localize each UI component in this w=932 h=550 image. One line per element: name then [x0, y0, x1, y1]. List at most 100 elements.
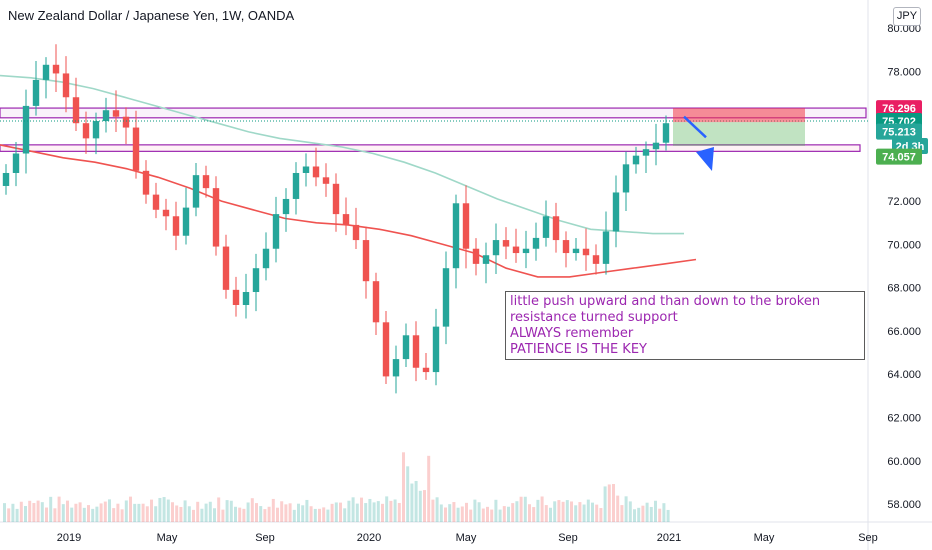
- candle-body[interactable]: [552, 216, 560, 241]
- candle-body[interactable]: [212, 188, 220, 247]
- candle-body[interactable]: [602, 231, 610, 264]
- candle-body[interactable]: [512, 246, 520, 254]
- candle-body[interactable]: [102, 110, 110, 122]
- price-label[interactable]: 74.057: [882, 152, 916, 164]
- candle-body[interactable]: [242, 292, 250, 305]
- candle-body[interactable]: [292, 172, 300, 199]
- candle-body[interactable]: [392, 359, 400, 377]
- candle-body[interactable]: [442, 268, 450, 327]
- volume-bar: [452, 502, 456, 522]
- volume-bar: [24, 506, 27, 522]
- candle-body[interactable]: [32, 79, 40, 106]
- candle-body[interactable]: [192, 175, 200, 208]
- candle-body[interactable]: [152, 194, 160, 210]
- projection-arrow[interactable]: [683, 115, 707, 139]
- volume-bar: [418, 490, 422, 522]
- y-tick-label: 66.000: [887, 326, 921, 338]
- volume-bar: [200, 508, 204, 522]
- candle-body[interactable]: [312, 166, 320, 178]
- volume-bar: [318, 508, 321, 522]
- candle-body[interactable]: [72, 97, 80, 124]
- candle-body[interactable]: [352, 224, 360, 241]
- candle-body[interactable]: [622, 164, 630, 193]
- candle-body[interactable]: [362, 240, 370, 282]
- candle-body[interactable]: [522, 248, 530, 254]
- candle-body[interactable]: [472, 248, 480, 264]
- volume-bar: [284, 504, 288, 522]
- candle-body[interactable]: [222, 246, 230, 290]
- candle-body[interactable]: [142, 170, 150, 195]
- volume-bar: [498, 509, 502, 522]
- candle-body[interactable]: [482, 255, 490, 264]
- annotation-box[interactable]: little push upward and than down to the …: [505, 291, 865, 360]
- candle-body[interactable]: [62, 73, 70, 98]
- candle-body[interactable]: [202, 175, 210, 189]
- candle-body[interactable]: [582, 248, 590, 256]
- candle-body[interactable]: [632, 155, 640, 165]
- candle-body[interactable]: [162, 209, 170, 217]
- volume-bar: [574, 505, 578, 522]
- candle-body[interactable]: [22, 105, 30, 154]
- volume-bar: [288, 503, 292, 522]
- candle-body[interactable]: [402, 335, 410, 360]
- volume-bar: [662, 503, 666, 522]
- stop-loss-zone[interactable]: [673, 108, 805, 123]
- volume-bar: [103, 501, 107, 522]
- candle-body[interactable]: [532, 237, 540, 249]
- candle-body[interactable]: [492, 240, 500, 256]
- candle-body[interactable]: [502, 240, 510, 247]
- candle-body[interactable]: [232, 289, 240, 305]
- annotation-line: resistance turned support: [510, 310, 678, 325]
- take-profit-zone[interactable]: [673, 122, 805, 146]
- candle-body[interactable]: [132, 127, 140, 171]
- candle-body[interactable]: [2, 172, 10, 186]
- candle-body[interactable]: [662, 123, 670, 143]
- candle-body[interactable]: [82, 123, 90, 139]
- resistance-zone[interactable]: [0, 107, 867, 119]
- price-label[interactable]: 76.296: [882, 103, 916, 115]
- volume-bar: [120, 509, 124, 522]
- candle-body[interactable]: [322, 177, 330, 184]
- support-zone[interactable]: [0, 144, 861, 152]
- candle-body[interactable]: [592, 255, 600, 264]
- candle-body[interactable]: [122, 116, 130, 128]
- candle-body[interactable]: [182, 207, 190, 236]
- candle-body[interactable]: [92, 121, 100, 139]
- candle-body[interactable]: [42, 64, 50, 80]
- candle-body[interactable]: [432, 326, 440, 373]
- candle-body[interactable]: [372, 281, 380, 323]
- volume-bar: [116, 503, 120, 522]
- candle-body[interactable]: [422, 367, 430, 373]
- candle-body[interactable]: [272, 214, 280, 249]
- candle-body[interactable]: [332, 183, 340, 215]
- candle-body[interactable]: [252, 268, 260, 293]
- volume-bar: [61, 504, 65, 522]
- candle-body[interactable]: [302, 166, 310, 173]
- candle-body[interactable]: [112, 110, 120, 117]
- volume-bar: [217, 497, 221, 522]
- volume-bar: [87, 505, 90, 522]
- candle-body[interactable]: [412, 335, 420, 368]
- candle-body[interactable]: [382, 322, 390, 377]
- candle-body[interactable]: [612, 192, 620, 232]
- candle-body[interactable]: [342, 214, 350, 225]
- volume-bar: [124, 500, 128, 522]
- price-label-bg: [876, 123, 922, 140]
- candle-body[interactable]: [652, 142, 660, 150]
- candle-body[interactable]: [572, 248, 580, 254]
- candle-body[interactable]: [452, 203, 460, 269]
- candle-body[interactable]: [642, 149, 650, 156]
- volume-bar: [301, 505, 305, 522]
- price-label[interactable]: 75.213: [882, 127, 916, 139]
- candle-body[interactable]: [12, 153, 20, 173]
- volume-bar: [166, 499, 170, 522]
- candle-body[interactable]: [172, 216, 180, 236]
- candle-body[interactable]: [52, 64, 60, 74]
- candle-body[interactable]: [562, 240, 570, 254]
- candle-body[interactable]: [542, 216, 550, 238]
- candle-body[interactable]: [462, 203, 470, 249]
- candle-body[interactable]: [282, 198, 290, 215]
- candle-body[interactable]: [262, 248, 270, 269]
- currency-scale-button[interactable]: JPY: [893, 7, 921, 26]
